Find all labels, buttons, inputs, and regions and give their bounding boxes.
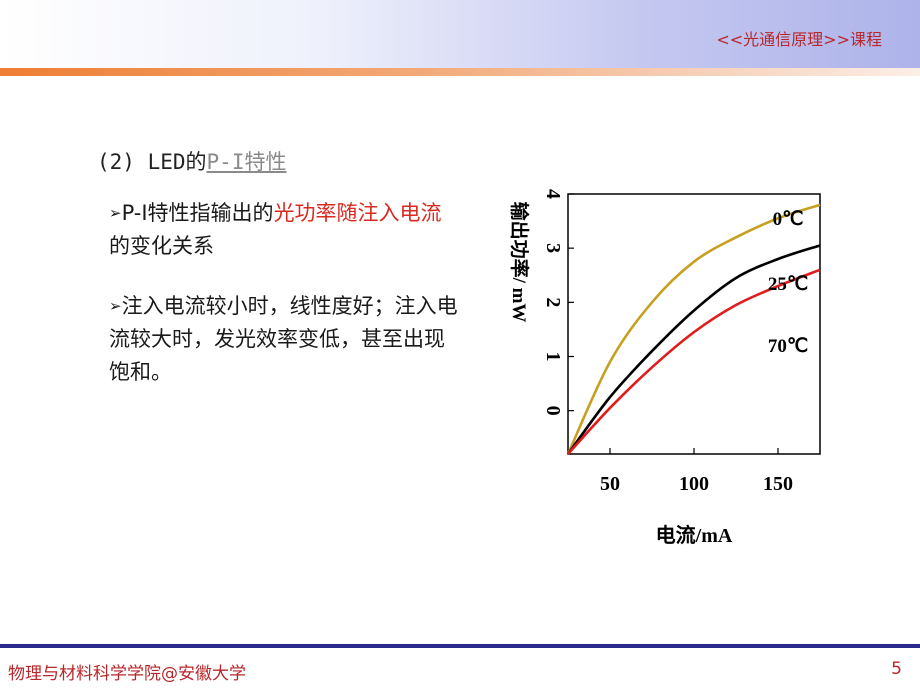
- footer-institution: 物理与材料科学学院@安徽大学: [8, 664, 246, 684]
- section-number: (2): [97, 150, 135, 174]
- series-label-0: 0℃: [773, 209, 804, 230]
- header-banner: [0, 0, 920, 68]
- course-title: <<光通信原理>>课程: [716, 30, 882, 49]
- bullet-arrow-icon: ➢: [109, 297, 122, 315]
- section-title: (2) LED的P-I特性: [97, 146, 286, 176]
- bullet-arrow-icon: ➢: [109, 204, 122, 222]
- y-tick-label: 0: [542, 406, 564, 416]
- chart-y-ticks: 0 1 2 3 4: [542, 189, 574, 416]
- chart-curve-labels: 0℃ 25℃ 70℃: [768, 209, 808, 357]
- bullet-saturation: ➢注入电流较小时，线性度好；注入电流较大时，发光效率变低，甚至出现饱和。: [109, 290, 459, 389]
- chart-x-ticks: 50 100 150: [600, 448, 793, 495]
- x-tick-label: 100: [679, 473, 709, 495]
- bullet-text: 注入电流较小时，线性度好；注入电流较大时，发光效率变低，甚至出现饱和。: [109, 294, 458, 384]
- series-line-2: [567, 268, 821, 455]
- y-tick-label: 2: [542, 297, 564, 307]
- x-tick-label: 150: [763, 473, 793, 495]
- series-line-0: [566, 203, 821, 455]
- y-tick-label: 4: [542, 189, 564, 199]
- bullet-highlight: 光功率随注入电流: [273, 201, 442, 225]
- bullet-text: P-I特性指输出的: [121, 201, 274, 225]
- bullet-text-end: 的变化关系: [109, 234, 214, 258]
- y-tick-label: 3: [542, 243, 564, 253]
- x-tick-label: 50: [600, 473, 620, 495]
- chart-curves: [566, 203, 821, 455]
- section-link[interactable]: P-I特性: [206, 150, 287, 174]
- bullet-pi-definition: ➢P-I特性指输出的光功率随注入电流的变化关系: [109, 197, 459, 263]
- chart-plot-frame: [567, 193, 821, 455]
- x-axis-label: 电流/mA: [656, 523, 733, 547]
- y-tick-label: 1: [542, 352, 564, 362]
- y-axis-label: 输出功率/ mW: [508, 202, 531, 323]
- series-label-1: 25℃: [768, 274, 808, 295]
- series-line-1: [566, 244, 821, 455]
- header-accent-bar: [0, 68, 920, 76]
- section-prefix: LED的: [147, 150, 207, 174]
- footer-divider: [0, 644, 920, 648]
- page-number: 5: [891, 659, 902, 679]
- series-label-2: 70℃: [768, 336, 808, 357]
